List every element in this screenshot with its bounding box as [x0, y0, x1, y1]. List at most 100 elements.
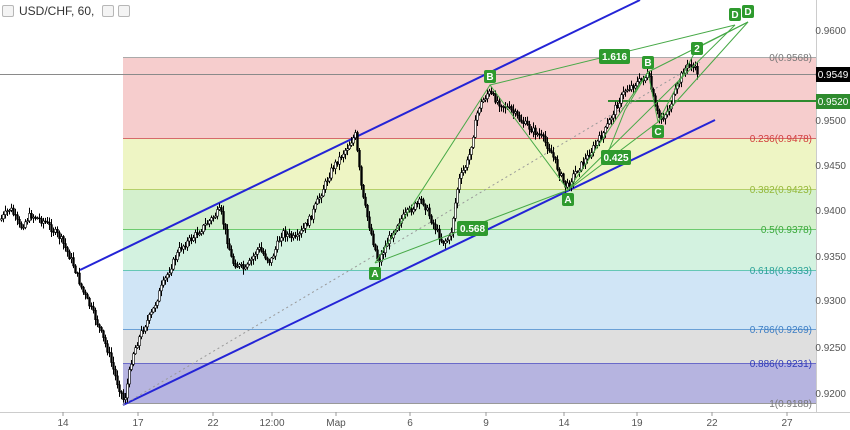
candle-body [616, 104, 619, 109]
candle-body [636, 81, 639, 87]
candle-body [20, 223, 23, 229]
candle-body [632, 85, 635, 89]
price-tick-label: 0.9350 [815, 252, 846, 263]
candle-body [326, 180, 329, 183]
price-tick-label: 0.9200 [815, 389, 846, 400]
candle-body [420, 198, 423, 201]
candle-body [306, 222, 309, 226]
candle-body [120, 391, 123, 394]
candle-body [456, 189, 459, 204]
candle-body [464, 167, 467, 171]
candle-body [288, 233, 291, 235]
close-toggle[interactable] [118, 5, 131, 17]
candle-body [162, 279, 165, 286]
candle-body [530, 128, 533, 133]
candle-body [118, 384, 121, 392]
price-tick-label: 0.9400 [815, 206, 846, 217]
candle-body [274, 249, 277, 257]
time-tick-label: 22 [207, 418, 219, 429]
point-marker-d1[interactable]: D [729, 8, 741, 21]
candle-body [492, 92, 495, 95]
candle-body [416, 202, 419, 205]
candle-body [116, 375, 119, 386]
candle-body [508, 106, 511, 108]
candle-body [654, 95, 657, 107]
candle-body [478, 107, 481, 114]
candle-body [502, 106, 505, 108]
candle-body [480, 101, 483, 109]
channel-lower-line[interactable] [122, 119, 716, 406]
point-marker-a1[interactable]: A [369, 267, 381, 280]
candle-body [262, 250, 265, 255]
point-marker-d2[interactable]: D [742, 5, 754, 18]
candle-body [536, 133, 539, 135]
point-label-d1: D [731, 10, 738, 21]
candle-body [284, 230, 287, 237]
candle-body [296, 234, 299, 237]
candle-body [14, 214, 17, 216]
candle-body [542, 134, 545, 137]
fib-label-0786: 0.786(0.9269) [750, 325, 812, 336]
settings-toggle[interactable] [102, 5, 115, 17]
candle-body [656, 105, 659, 111]
time-axis[interactable] [0, 412, 816, 430]
candle-body [48, 221, 51, 225]
candle-body [324, 180, 327, 190]
candle-body [544, 135, 547, 143]
candle-body [466, 159, 469, 168]
candle-body [158, 290, 161, 302]
candle-body [54, 229, 57, 233]
candle-body [0, 218, 3, 221]
candle-body [606, 123, 609, 128]
candle-body [246, 263, 249, 268]
point-marker-c[interactable]: C [652, 125, 664, 138]
candle-body [100, 327, 103, 332]
candle-body [268, 259, 271, 263]
channel-upper-line[interactable] [79, 0, 641, 271]
candle-body [538, 133, 541, 136]
candle-body [436, 228, 439, 231]
point-marker-a2[interactable]: A [562, 193, 574, 206]
price-tick-label: 0.9250 [815, 343, 846, 354]
candle-body [172, 258, 175, 270]
candle-body [186, 240, 189, 248]
candle-body [382, 252, 385, 255]
candle-body [556, 159, 559, 170]
point-marker-2[interactable]: 2 [691, 42, 703, 55]
candle-body [112, 362, 115, 370]
fib-band-0618-0786 [123, 270, 816, 330]
candle-body [490, 90, 493, 94]
candle-body [554, 156, 557, 160]
candle-body [126, 383, 129, 399]
candle-body [366, 204, 369, 218]
candle-body [498, 100, 501, 107]
candle-body [600, 135, 603, 140]
candle-body [586, 155, 589, 160]
candle-body [146, 320, 149, 328]
candle-body [226, 229, 229, 245]
candle-body [38, 217, 41, 220]
candle-body [560, 173, 563, 176]
time-axis-ticks: 14 17 22 12:00 Map 6 9 14 19 22 27 [57, 412, 793, 429]
candle-body [252, 255, 255, 260]
candle-body [258, 247, 261, 250]
symbol-title[interactable]: USD/CHF, 60, [19, 4, 95, 18]
collapse-toggle[interactable] [2, 5, 14, 17]
candle-body [372, 233, 375, 246]
candle-body [26, 220, 29, 223]
candle-body [122, 393, 125, 400]
candle-body [664, 114, 667, 119]
candle-body [318, 197, 321, 200]
candle-body [86, 294, 89, 299]
candle-body [92, 306, 95, 311]
candle-body [254, 253, 257, 257]
candle-body [210, 217, 213, 222]
point-marker-b1[interactable]: B [484, 70, 496, 83]
point-marker-b2[interactable]: B [642, 56, 654, 69]
candle-body [350, 142, 353, 146]
candle-body [166, 274, 169, 279]
candle-body [278, 240, 281, 243]
candle-body [32, 216, 35, 219]
candle-body [44, 220, 47, 223]
